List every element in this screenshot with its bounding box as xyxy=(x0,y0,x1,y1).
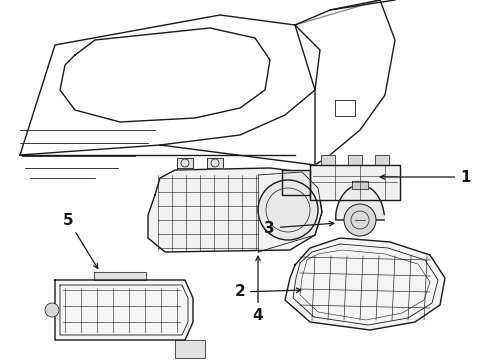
Text: 3: 3 xyxy=(265,220,334,235)
Text: 5: 5 xyxy=(63,212,98,269)
Polygon shape xyxy=(207,158,223,168)
Polygon shape xyxy=(175,340,205,358)
Polygon shape xyxy=(336,185,384,220)
Polygon shape xyxy=(321,155,335,165)
Polygon shape xyxy=(375,155,389,165)
Polygon shape xyxy=(310,165,400,200)
Circle shape xyxy=(258,180,318,240)
Text: 1: 1 xyxy=(380,170,470,185)
Circle shape xyxy=(45,303,59,317)
Polygon shape xyxy=(55,280,193,340)
Text: 4: 4 xyxy=(253,256,263,323)
Circle shape xyxy=(344,204,376,236)
Polygon shape xyxy=(282,170,310,195)
Text: 2: 2 xyxy=(234,284,301,300)
Polygon shape xyxy=(352,181,368,189)
Polygon shape xyxy=(348,155,362,165)
Polygon shape xyxy=(148,168,322,252)
Polygon shape xyxy=(177,158,193,168)
Polygon shape xyxy=(285,238,445,330)
Polygon shape xyxy=(94,272,146,280)
